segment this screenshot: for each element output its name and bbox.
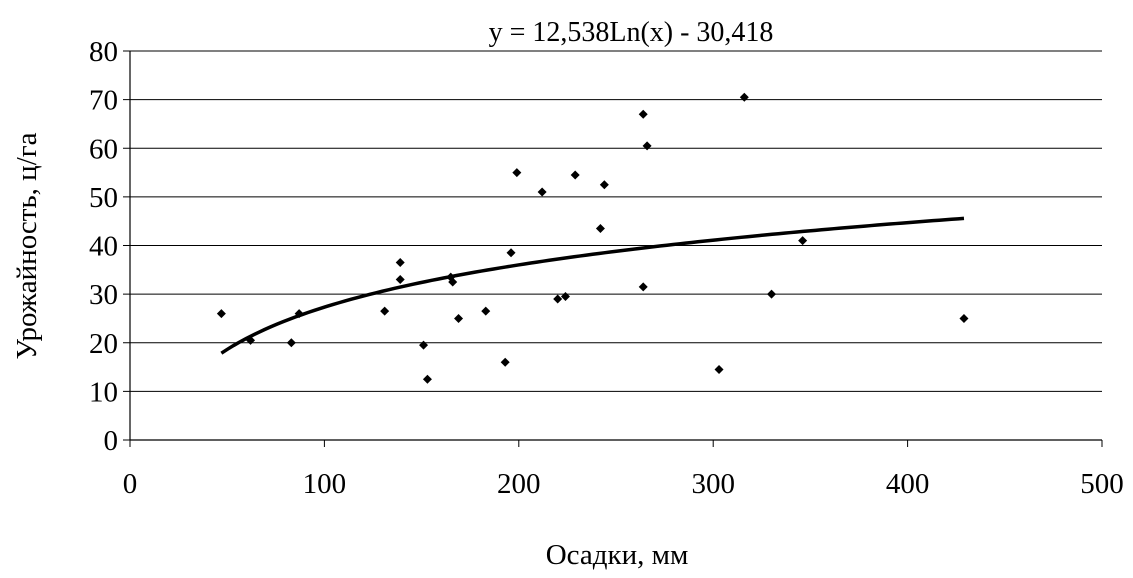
trendline bbox=[220, 216, 965, 355]
data-point bbox=[286, 338, 296, 348]
data-point bbox=[448, 277, 458, 287]
x-axis-title: Осадки, мм bbox=[546, 539, 689, 571]
x-tick-label: 100 bbox=[303, 468, 347, 500]
data-point bbox=[246, 335, 256, 345]
data-point bbox=[570, 170, 580, 180]
data-point bbox=[294, 309, 304, 319]
data-point bbox=[500, 357, 510, 367]
data-point bbox=[537, 187, 547, 197]
y-tick-label: 10 bbox=[89, 376, 118, 408]
data-point bbox=[454, 313, 464, 323]
y-tick-label: 50 bbox=[89, 182, 118, 214]
tick-labels: 0 10 20 30 40 50 60 70 80 0 100 200 300 400 500 bbox=[89, 36, 1124, 500]
x-tick-label: 400 bbox=[886, 468, 930, 500]
y-axis-title: Урожайность, ц/га bbox=[11, 132, 43, 359]
data-point bbox=[419, 340, 429, 350]
data-point bbox=[638, 109, 648, 119]
x-tick-label: 300 bbox=[691, 468, 735, 500]
data-point bbox=[481, 306, 491, 316]
trendline-equation: y = 12,538Ln(x) - 30,418 bbox=[489, 17, 774, 48]
data-point bbox=[560, 292, 570, 302]
x-tick-label: 500 bbox=[1080, 468, 1124, 500]
data-point bbox=[767, 289, 777, 299]
y-tick-label: 40 bbox=[89, 231, 118, 263]
data-point bbox=[506, 248, 516, 258]
data-point bbox=[638, 282, 648, 292]
data-point bbox=[714, 364, 724, 374]
x-tick-label: 200 bbox=[497, 468, 541, 500]
data-point bbox=[595, 223, 605, 233]
data-points bbox=[216, 92, 969, 384]
data-point bbox=[642, 141, 652, 151]
data-point bbox=[599, 180, 609, 190]
y-tick-label: 20 bbox=[89, 328, 118, 360]
data-point bbox=[959, 313, 969, 323]
y-tick-label: 80 bbox=[89, 36, 118, 68]
y-tick-label: 30 bbox=[89, 279, 118, 311]
y-tick-label: 70 bbox=[89, 85, 118, 117]
y-tick-label: 60 bbox=[89, 133, 118, 165]
data-point bbox=[422, 374, 432, 384]
grid-lines bbox=[130, 50, 1102, 392]
data-point bbox=[216, 309, 226, 319]
y-tick-label: 0 bbox=[104, 425, 119, 457]
data-point bbox=[512, 168, 522, 178]
axes bbox=[123, 50, 1103, 447]
data-point bbox=[798, 236, 808, 246]
data-point bbox=[739, 92, 749, 102]
data-point bbox=[380, 306, 390, 316]
trendline-group bbox=[220, 216, 965, 355]
data-point bbox=[395, 258, 405, 268]
x-tick-label: 0 bbox=[123, 468, 138, 500]
data-point bbox=[395, 275, 405, 285]
data-point bbox=[553, 294, 563, 304]
